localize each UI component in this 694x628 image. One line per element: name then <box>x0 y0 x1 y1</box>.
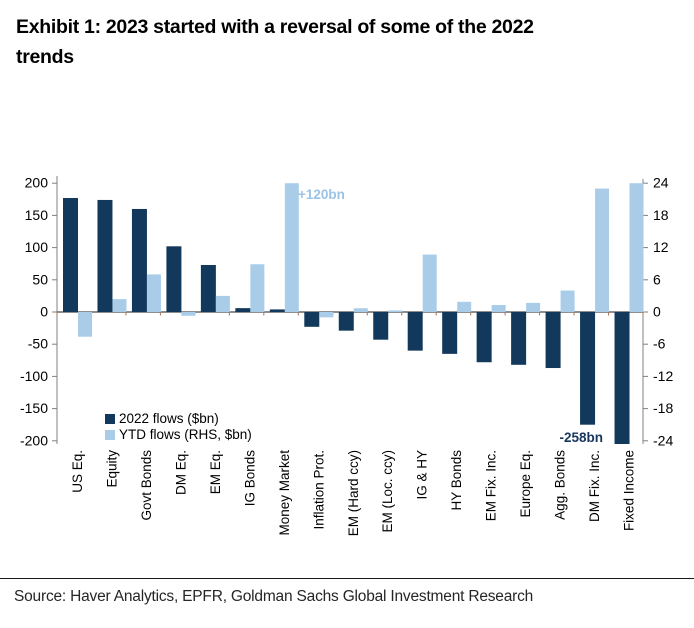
category-label: US Eq. <box>70 450 85 493</box>
bar-ytd-dm-fix-inc <box>595 188 610 312</box>
bar-2022-em-hard-ccy <box>338 312 354 331</box>
bar-2022-ig-bonds <box>235 308 251 312</box>
bar-ytd-agg-bonds <box>560 290 575 312</box>
right-axis-label: 18 <box>653 207 669 223</box>
bar-2022-em-eq <box>200 264 216 312</box>
bar-2022-money-market <box>269 309 285 312</box>
bar-ytd-govt-bonds <box>146 274 161 312</box>
category-label: EM (Loc. ccy) <box>380 450 395 533</box>
bar-ytd-em-hard-ccy <box>353 308 368 312</box>
legend-swatch-2022-flows <box>105 414 115 424</box>
bar-ytd-fixed-income <box>629 183 644 312</box>
bar-2022-dm-fix-inc <box>580 312 596 425</box>
category-label: EM (Hard ccy) <box>346 450 361 536</box>
category-label: IG Bonds <box>242 450 257 507</box>
right-axis-label: 12 <box>653 239 669 255</box>
bar-ytd-dm-eq <box>181 312 196 316</box>
annotation-fixed-income-2022: -258bn <box>559 430 603 445</box>
bar-ytd-ig-hy <box>422 254 437 312</box>
bar-2022-agg-bonds <box>545 312 561 369</box>
bar-2022-hy-bonds <box>442 312 458 354</box>
bar-2022-govt-bonds <box>131 208 147 312</box>
bar-2022-em-loc-ccy <box>373 312 389 340</box>
category-label: DM Fix. Inc. <box>587 450 602 522</box>
left-axis-label: 50 <box>32 271 48 287</box>
bar-ytd-em-fix-inc <box>491 305 506 312</box>
left-axis-label: -100 <box>20 368 48 384</box>
bar-ytd-money-market <box>284 183 299 312</box>
right-axis-label: 24 <box>653 175 669 191</box>
category-label: Inflation Prot. <box>311 450 326 530</box>
bar-ytd-inflation-prot <box>319 312 334 318</box>
category-label: Money Market <box>277 450 292 536</box>
exhibit-title: Exhibit 1: 2023 started with a reversal … <box>16 12 534 72</box>
source-note: Source: Haver Analytics, EPFR, Goldman S… <box>14 588 534 605</box>
category-label: EM Fix. Inc. <box>484 450 499 521</box>
category-label: Europe Eq. <box>518 450 533 518</box>
bar-2022-europe-eq <box>511 312 527 365</box>
category-label: IG & HY <box>415 450 430 500</box>
bar-ytd-ig-bonds <box>250 264 265 312</box>
source-section: Source: Haver Analytics, EPFR, Goldman S… <box>0 578 694 606</box>
exhibit-title-line2: trends <box>16 46 74 68</box>
bar-ytd-hy-bonds <box>457 301 472 312</box>
bar-ytd-equity <box>112 299 127 312</box>
category-label: Fixed Income <box>622 450 637 531</box>
bar-2022-us-eq <box>63 198 78 312</box>
legend-label-ytd-flows: YTD flows (RHS, $bn) <box>119 427 252 442</box>
left-axis-label: 0 <box>40 304 48 320</box>
right-axis-label: -12 <box>653 368 673 384</box>
left-axis-label: -150 <box>20 400 48 416</box>
category-label: EM Eq. <box>208 450 223 494</box>
exhibit-title-line1: Exhibit 1: 2023 started with a reversal … <box>16 16 534 38</box>
right-axis-label: -24 <box>653 432 673 448</box>
bar-ytd-em-loc-ccy <box>388 310 403 312</box>
annotation-money-market-ytd: +120bn <box>298 187 345 202</box>
bar-ytd-em-eq <box>215 295 230 312</box>
category-label: Equity <box>104 450 119 488</box>
category-label: DM Eq. <box>173 450 188 495</box>
right-axis-label: 0 <box>653 304 661 320</box>
legend-swatch-ytd-flows <box>105 430 115 440</box>
category-label: Govt Bonds <box>139 450 154 521</box>
category-label: HY Bonds <box>449 450 464 511</box>
legend-label-2022-flows: 2022 flows ($bn) <box>119 411 219 426</box>
bar-2022-em-fix-inc <box>476 312 492 363</box>
left-axis-label: -50 <box>28 336 48 352</box>
left-axis-label: 200 <box>25 175 49 191</box>
right-axis-label: -6 <box>653 336 666 352</box>
bar-2022-ig-hy <box>407 312 423 351</box>
bar-2022-dm-eq <box>166 246 182 312</box>
right-axis-label: 6 <box>653 271 661 287</box>
category-label: Agg. Bonds <box>553 450 568 520</box>
left-axis-label: 100 <box>25 239 49 255</box>
right-axis-label: -18 <box>653 400 673 416</box>
bar-2022-inflation-prot <box>304 312 320 327</box>
left-axis-label: -200 <box>20 432 48 448</box>
left-axis-label: 150 <box>25 207 49 223</box>
bar-2022-fixed-income <box>614 312 630 444</box>
bar-ytd-us-eq <box>78 312 92 337</box>
bar-ytd-europe-eq <box>526 302 541 312</box>
flows-bar-chart: 200 150 100 50 0 -50 -100 -150 -200 24 18 12 6 0 -6 -12… <box>20 175 673 537</box>
bar-2022-equity <box>97 199 113 312</box>
